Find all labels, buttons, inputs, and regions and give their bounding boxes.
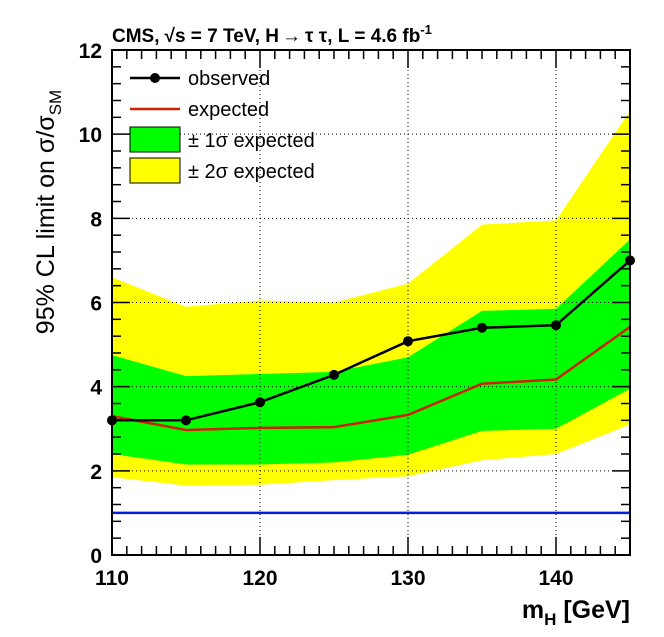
legend-label: ± 2σ expected: [188, 161, 315, 183]
legend-swatch: [129, 157, 181, 184]
x-tick-label: 130: [390, 567, 425, 590]
chart-title: CMS, √s = 7 TeV, H → τ τ, L = 4.6 fb-1: [112, 22, 432, 47]
y-axis-label: 95% CL limit on σ/σSM: [32, 90, 65, 334]
y-tick-label: 4: [90, 377, 102, 400]
observed-point: [403, 336, 413, 347]
legend-swatch: [129, 126, 181, 153]
y-tick-label: 12: [79, 40, 102, 63]
x-tick-label: 140: [538, 567, 573, 590]
y-tick-label: 10: [79, 124, 102, 147]
legend-label: observed: [188, 68, 270, 90]
legend: observed expected ± 1σ expected ± 2σ expect…: [129, 68, 315, 184]
y-tick-label: 2: [90, 461, 102, 484]
observed-point: [329, 369, 339, 380]
observed-point: [255, 397, 265, 408]
observed-point: [181, 415, 191, 426]
y-tick-label: 0: [90, 545, 102, 568]
expected-line: [111, 325, 631, 432]
observed-line: [112, 259, 631, 422]
x-tick-label: 120: [242, 567, 277, 590]
legend-label: ± 1σ expected: [188, 130, 315, 152]
x-tick-label: 110: [95, 567, 129, 590]
band-1sigma: [112, 239, 630, 465]
observed-point: [551, 320, 561, 331]
y-tick-label: 8: [90, 208, 102, 231]
y-tick-label: 6: [90, 293, 102, 316]
legend-label: expected: [188, 99, 269, 121]
legend-marker: [150, 73, 160, 83]
observed-point: [477, 322, 487, 333]
plot-area: 110 120 130 140 0 2 4 6 8 10 12 observed expected ± 1…: [79, 40, 635, 590]
x-axis-label: mH [GeV]: [522, 596, 630, 629]
